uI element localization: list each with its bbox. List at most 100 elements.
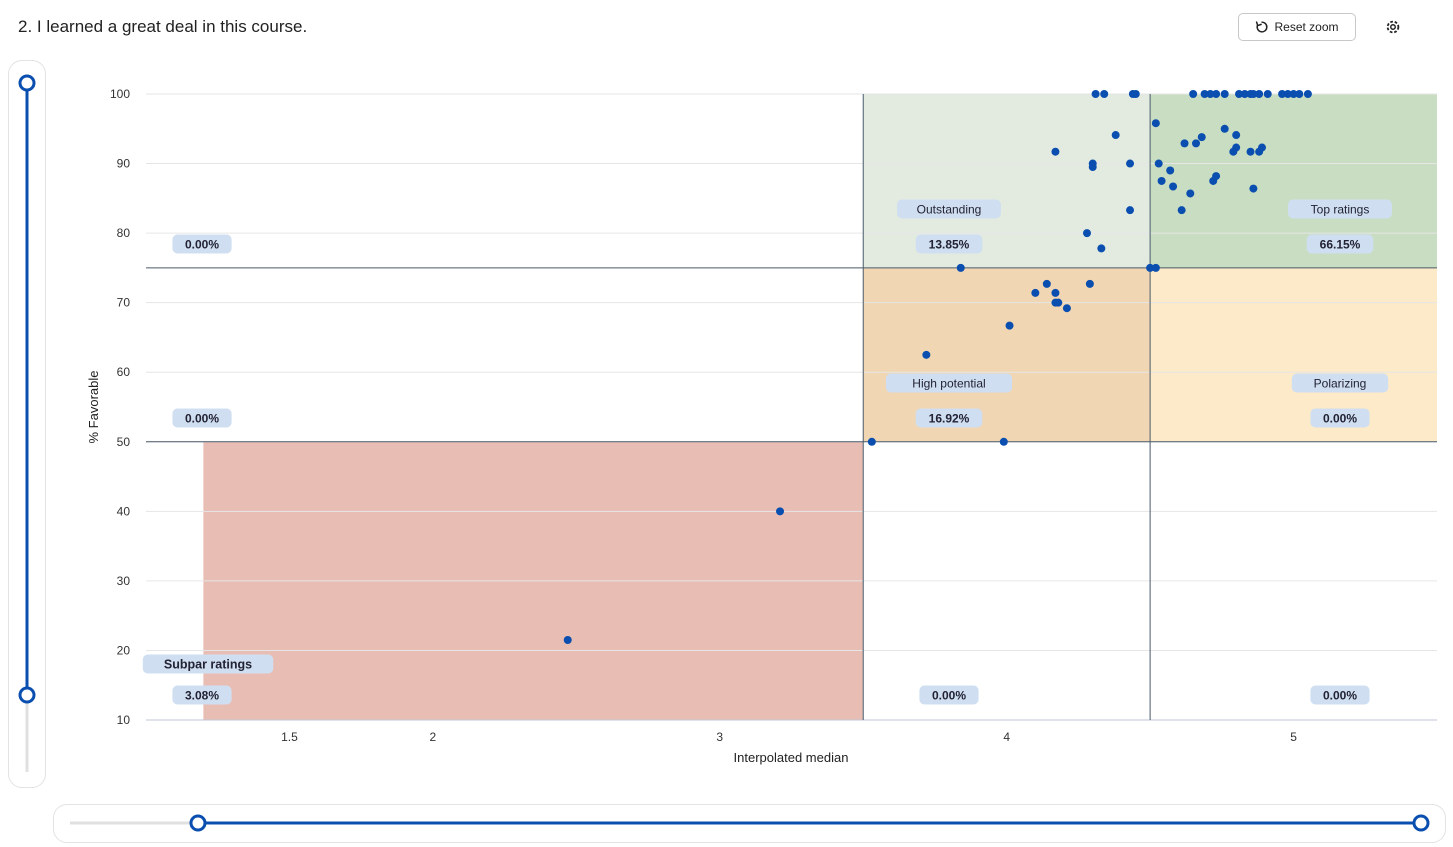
y-axis-label: % Favorable bbox=[86, 371, 101, 444]
y-tick-label: 10 bbox=[117, 713, 131, 727]
data-point[interactable] bbox=[1042, 279, 1051, 288]
x-slider-handle-left[interactable] bbox=[189, 814, 207, 832]
high-potential-label-text: High potential bbox=[912, 376, 985, 390]
data-point[interactable] bbox=[1100, 90, 1109, 98]
outstanding-region bbox=[863, 94, 1151, 268]
outstanding-percent-bg bbox=[915, 234, 983, 254]
data-point[interactable] bbox=[1263, 90, 1272, 98]
y-tick-label: 20 bbox=[117, 643, 131, 657]
data-point[interactable] bbox=[1166, 166, 1175, 175]
data-point[interactable] bbox=[1088, 163, 1097, 172]
data-point[interactable] bbox=[1255, 90, 1264, 98]
x-tick-label: 4 bbox=[1003, 730, 1010, 744]
data-point[interactable] bbox=[1295, 90, 1304, 98]
data-point[interactable] bbox=[1031, 288, 1040, 297]
data-point[interactable] bbox=[1249, 184, 1258, 193]
outstanding-label-text: Outstanding bbox=[917, 202, 982, 216]
data-point[interactable] bbox=[1151, 119, 1160, 128]
data-point[interactable] bbox=[1232, 143, 1241, 152]
data-point[interactable] bbox=[1131, 90, 1140, 98]
top-ratings-label: Top ratings bbox=[1288, 199, 1392, 219]
data-point[interactable] bbox=[1085, 279, 1094, 288]
top-ratings-percent: 66.15% bbox=[1306, 234, 1374, 254]
data-point[interactable] bbox=[1249, 90, 1258, 98]
data-point[interactable] bbox=[1246, 147, 1255, 156]
high-potential-label-bg bbox=[885, 373, 1013, 393]
data-point[interactable] bbox=[1111, 131, 1120, 140]
data-point[interactable] bbox=[1257, 143, 1266, 152]
data-point[interactable] bbox=[1289, 90, 1298, 98]
x-axis-label: Interpolated median bbox=[734, 750, 849, 765]
data-point[interactable] bbox=[1005, 321, 1014, 330]
data-point[interactable] bbox=[1177, 206, 1186, 215]
y-tick-label: 50 bbox=[117, 435, 131, 449]
data-point[interactable] bbox=[1126, 159, 1135, 168]
data-point[interactable] bbox=[1200, 90, 1209, 98]
data-point[interactable] bbox=[1151, 263, 1160, 272]
left-top-percent-bg bbox=[172, 234, 232, 254]
data-point[interactable] bbox=[1232, 131, 1241, 140]
data-point[interactable] bbox=[1278, 90, 1287, 98]
data-point[interactable] bbox=[1192, 139, 1201, 148]
data-point[interactable] bbox=[1054, 298, 1063, 307]
outstanding-label-bg bbox=[897, 199, 1001, 219]
subpar-ratings-label-bg bbox=[142, 654, 274, 674]
subpar-ratings-percent-bg bbox=[172, 685, 232, 705]
data-point[interactable] bbox=[1212, 172, 1221, 181]
data-point[interactable] bbox=[1283, 90, 1292, 98]
data-point[interactable] bbox=[1154, 159, 1163, 168]
y-slider-handle-bottom[interactable] bbox=[18, 686, 36, 704]
data-point[interactable] bbox=[1157, 176, 1166, 185]
data-point[interactable] bbox=[1220, 124, 1229, 133]
polarizing-label-text: Polarizing bbox=[1314, 376, 1367, 390]
y-tick-label: 100 bbox=[110, 87, 130, 101]
bottom-right-percent-text: 0.00% bbox=[1323, 688, 1357, 702]
left-top-percent: 0.00% bbox=[172, 234, 232, 254]
data-point[interactable] bbox=[1212, 90, 1221, 98]
page-title: 2. I learned a great deal in this course… bbox=[18, 17, 308, 36]
settings-icon bbox=[1386, 20, 1400, 34]
x-tick-label: 2 bbox=[430, 730, 437, 744]
data-point[interactable] bbox=[776, 507, 785, 516]
subpar-ratings-label: Subpar ratings bbox=[142, 654, 274, 674]
data-point[interactable] bbox=[1091, 90, 1100, 98]
data-point[interactable] bbox=[1186, 189, 1195, 198]
top-ratings-region bbox=[1150, 94, 1437, 268]
data-point[interactable] bbox=[1235, 90, 1244, 98]
x-tick-label: 3 bbox=[716, 730, 723, 744]
data-point[interactable] bbox=[1126, 206, 1135, 215]
data-point[interactable] bbox=[1197, 133, 1206, 142]
data-point[interactable] bbox=[999, 437, 1008, 446]
outstanding-percent: 13.85% bbox=[915, 234, 983, 254]
polarizing-label: Polarizing bbox=[1291, 373, 1389, 393]
data-point[interactable] bbox=[1206, 90, 1215, 98]
data-point[interactable] bbox=[1097, 244, 1106, 253]
data-point[interactable] bbox=[922, 350, 931, 359]
top-ratings-label-text: Top ratings bbox=[1311, 202, 1370, 216]
polarizing-percent: 0.00% bbox=[1310, 408, 1370, 428]
bottom-mid-percent: 0.00% bbox=[919, 685, 979, 705]
subpar-ratings-percent-text: 3.08% bbox=[185, 688, 219, 702]
data-point[interactable] bbox=[1051, 288, 1060, 297]
data-point[interactable] bbox=[956, 263, 965, 272]
data-point[interactable] bbox=[1062, 304, 1071, 313]
chart-settings-button[interactable] bbox=[1379, 13, 1407, 41]
data-point[interactable] bbox=[1303, 90, 1312, 98]
data-point[interactable] bbox=[1051, 147, 1060, 156]
y-slider-handle-top[interactable] bbox=[18, 74, 36, 92]
y-range-slider-frame bbox=[8, 60, 46, 788]
reset-zoom-button[interactable]: Reset zoom bbox=[1238, 13, 1356, 41]
data-point[interactable] bbox=[1180, 139, 1189, 148]
data-point[interactable] bbox=[1146, 263, 1155, 272]
subpar-ratings-percent: 3.08% bbox=[172, 685, 232, 705]
data-point[interactable] bbox=[867, 437, 876, 446]
polarizing-percent-bg bbox=[1310, 408, 1370, 428]
x-slider-handle-right[interactable] bbox=[1412, 814, 1430, 832]
data-point[interactable] bbox=[1189, 90, 1198, 98]
data-point[interactable] bbox=[1220, 90, 1229, 98]
data-point[interactable] bbox=[563, 636, 572, 645]
data-point[interactable] bbox=[1169, 182, 1178, 191]
data-point[interactable] bbox=[1240, 90, 1249, 98]
data-point[interactable] bbox=[1082, 229, 1091, 238]
